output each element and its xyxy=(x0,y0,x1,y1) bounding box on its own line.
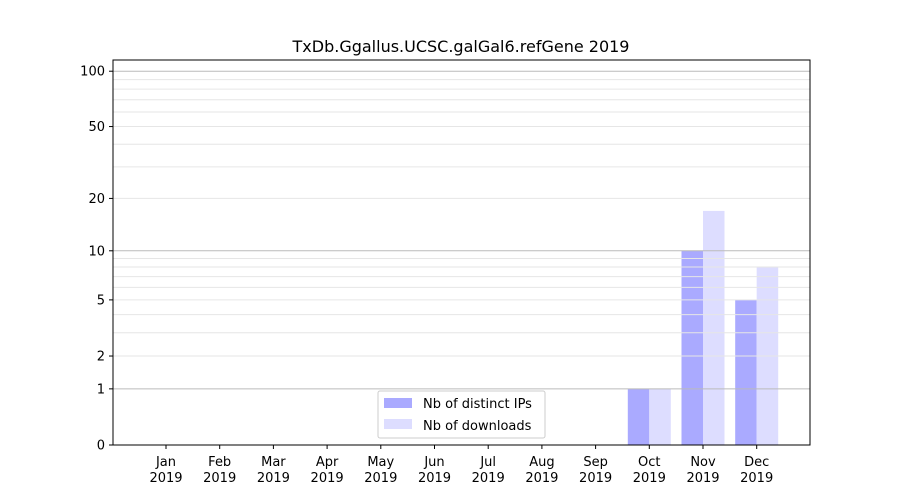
x-tick-label: Mar 2019 xyxy=(257,455,290,486)
x-tick-label: Nov 2019 xyxy=(686,455,719,486)
x-tick-label: Apr 2019 xyxy=(311,455,344,486)
y-tick-label: 50 xyxy=(88,120,105,135)
grid xyxy=(113,70,810,390)
bar-ips xyxy=(735,299,757,445)
x-tick-label: Dec 2019 xyxy=(740,455,773,486)
bar-ips xyxy=(681,250,703,445)
chart-title: TxDb.Ggallus.UCSC.galGal6.refGene 2019 xyxy=(292,37,630,56)
x-tick-label: Aug 2019 xyxy=(525,455,558,486)
legend-label-ips: Nb of distinct IPs xyxy=(423,397,532,412)
y-tick-label: 1 xyxy=(97,382,105,397)
legend-label-downloads: Nb of downloads xyxy=(423,419,532,434)
bar-downloads xyxy=(703,210,725,445)
y-axis: 0 1 2 5 10 20 50 100 xyxy=(80,65,113,454)
bar-downloads xyxy=(649,388,671,445)
y-tick-label: 10 xyxy=(88,244,105,259)
x-tick-label: May 2019 xyxy=(364,455,397,486)
y-tick-label: 0 xyxy=(97,439,105,454)
plot-frame xyxy=(112,59,811,446)
legend-swatch-downloads xyxy=(384,419,412,429)
y-tick-label: 2 xyxy=(97,350,105,365)
x-tick-label: Jul 2019 xyxy=(472,455,505,486)
legend: Nb of distinct IPs Nb of downloads xyxy=(377,390,546,439)
x-tick-label: Jan 2019 xyxy=(149,455,182,486)
bars xyxy=(627,210,779,445)
x-axis: Jan 2019 Feb 2019 Mar 2019 Apr 2019 May 2019 Jun 20… xyxy=(149,445,773,486)
legend-swatch-ips xyxy=(384,398,412,408)
x-tick-label: Sep 2019 xyxy=(579,455,612,486)
x-tick-label: Feb 2019 xyxy=(203,455,236,486)
y-tick-label: 100 xyxy=(80,65,105,80)
x-tick-label: Oct 2019 xyxy=(633,455,666,486)
y-tick-label: 20 xyxy=(88,192,105,207)
y-tick-label: 5 xyxy=(97,293,105,308)
bar-ips xyxy=(627,388,650,445)
x-tick-label: Jun 2019 xyxy=(418,455,451,486)
